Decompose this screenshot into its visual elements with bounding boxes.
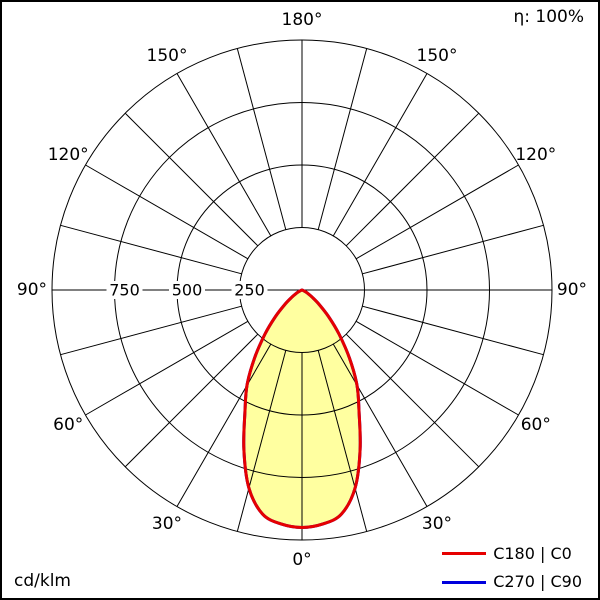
legend-label-c0: C180 | C0 bbox=[493, 543, 572, 563]
angle-label: 60° bbox=[521, 415, 551, 435]
grid-spoke bbox=[332, 73, 428, 237]
legend: C180 | C0 C270 | C90 bbox=[442, 545, 582, 591]
radial-tick-label: 500 bbox=[172, 281, 203, 300]
grid-spoke bbox=[355, 320, 519, 416]
angle-label: 120° bbox=[48, 145, 89, 165]
legend-line-c90-icon bbox=[442, 580, 487, 584]
grid-spoke bbox=[85, 164, 249, 260]
grid-spoke bbox=[236, 350, 287, 532]
efficiency-label: η: 100% bbox=[513, 7, 584, 27]
legend-label-c90: C270 | C90 bbox=[493, 572, 582, 592]
angle-label: 180° bbox=[282, 10, 323, 30]
grid-spoke bbox=[124, 112, 259, 247]
grid-spoke bbox=[176, 73, 272, 237]
angle-label: 30° bbox=[152, 514, 182, 534]
grid-spoke bbox=[362, 305, 544, 356]
radial-tick-label: 750 bbox=[109, 281, 140, 300]
grid-spoke bbox=[332, 343, 428, 507]
grid-spoke bbox=[60, 305, 242, 356]
angle-label: 30° bbox=[422, 514, 452, 534]
radial-tick-label: 250 bbox=[234, 281, 265, 300]
grid-spoke bbox=[317, 350, 368, 532]
tick-label-bg bbox=[169, 281, 205, 299]
grid-spoke bbox=[85, 320, 249, 416]
polar-grid bbox=[51, 39, 553, 541]
tick-label-bg bbox=[106, 281, 143, 299]
curve-C180-C0 bbox=[242, 288, 362, 529]
angle-label: 90° bbox=[557, 280, 587, 300]
grid-spoke bbox=[345, 112, 480, 247]
grid-spoke bbox=[345, 333, 480, 468]
angle-label: 120° bbox=[515, 145, 556, 165]
grid-spoke bbox=[124, 333, 259, 468]
angle-label: 90° bbox=[17, 280, 47, 300]
grid-spoke bbox=[317, 48, 368, 230]
tick-label-bg bbox=[231, 281, 268, 299]
angle-label: 0° bbox=[292, 550, 311, 570]
units-label: cd/klm bbox=[14, 571, 71, 591]
grid-spoke bbox=[362, 224, 544, 275]
grid-spoke bbox=[60, 224, 242, 275]
grid-spoke bbox=[236, 48, 287, 230]
legend-line-c0-icon bbox=[442, 552, 487, 556]
grid-spoke bbox=[176, 343, 272, 507]
angle-label: 60° bbox=[53, 415, 83, 435]
axis-labels: 250 500 750 0° 30° 30° 60° 60° 90° 90° 120° 120° 150… bbox=[17, 10, 587, 570]
grid-spoke bbox=[355, 164, 519, 260]
angle-label: 150° bbox=[417, 46, 458, 66]
angle-label: 150° bbox=[147, 46, 188, 66]
